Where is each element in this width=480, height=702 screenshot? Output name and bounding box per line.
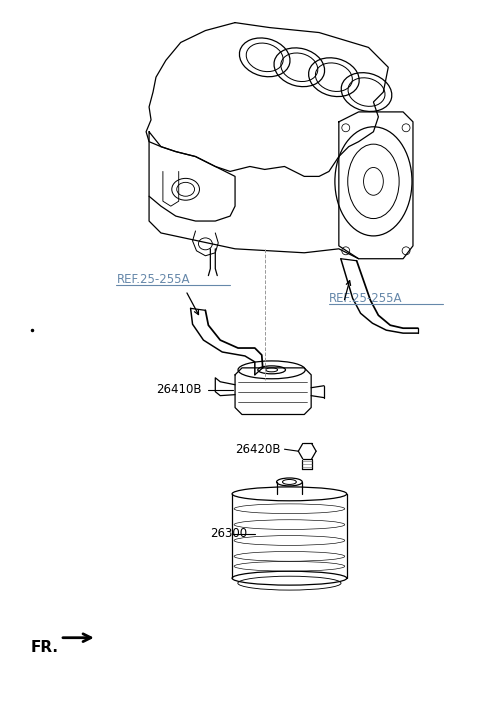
Text: 26410B: 26410B: [156, 383, 202, 396]
Text: 26300: 26300: [210, 527, 248, 540]
Text: 26420B: 26420B: [235, 443, 280, 456]
Text: REF.25-255A: REF.25-255A: [117, 272, 190, 286]
Text: FR.: FR.: [30, 640, 59, 655]
Text: REF.25-255A: REF.25-255A: [329, 292, 402, 305]
